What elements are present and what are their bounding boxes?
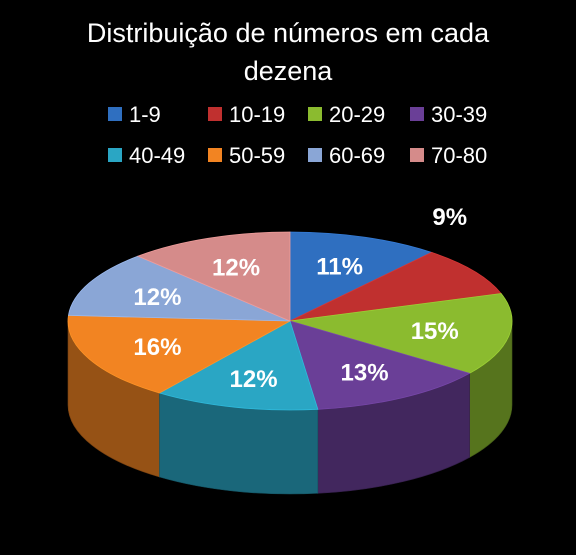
legend-swatch-1-9 [108, 107, 122, 121]
data-label-1-9: 11% [316, 254, 363, 281]
legend-label-50-59: 50-59 [229, 143, 285, 168]
legend-item-60-69: 60-69 [308, 143, 385, 168]
legend-item-50-59: 50-59 [208, 143, 285, 168]
slice-10-19 [289, 251, 502, 322]
legend-swatch-30-39 [410, 107, 424, 121]
legend-swatch-70-80 [410, 148, 424, 162]
slice-20-29 [289, 293, 513, 374]
data-label-60-69: 12% [133, 284, 181, 311]
slice-1-9 [289, 231, 433, 322]
legend-label-20-29: 20-29 [329, 102, 385, 127]
legend-swatch-50-59 [208, 148, 222, 162]
slice-70-80 [136, 231, 291, 322]
legend-item-30-39: 30-39 [410, 102, 487, 127]
chart-title-line-1: Distribuição de números em cada [87, 18, 490, 48]
pie-sides [67, 320, 513, 495]
legend-swatch-10-19 [208, 107, 222, 121]
chart-title: Distribuição de números em cada dezena [87, 18, 490, 86]
legend-label-10-19: 10-19 [229, 102, 285, 127]
data-label-30-39: 13% [341, 360, 389, 387]
slice-30-39 [289, 320, 471, 410]
legend-label-1-9: 1-9 [129, 102, 161, 127]
pie-top [67, 231, 513, 411]
slice-60-69 [67, 255, 291, 322]
legend-label-70-80: 70-80 [431, 143, 487, 168]
data-label-20-29: 15% [411, 318, 459, 345]
legend-swatch-20-29 [308, 107, 322, 121]
legend-label-30-39: 30-39 [431, 102, 487, 127]
legend-swatch-40-49 [108, 148, 122, 162]
data-label-40-49: 12% [230, 366, 278, 393]
legend-swatch-60-69 [308, 148, 322, 162]
legend: 1-9 10-19 20-29 30-39 40-49 50-59 60-69 70-80 [108, 102, 487, 168]
legend-label-60-69: 60-69 [329, 143, 385, 168]
slice-50-59 [67, 315, 292, 394]
legend-label-40-49: 40-49 [129, 143, 185, 168]
data-label-50-59: 16% [133, 334, 181, 361]
data-labels: 11% 9% 15% 13% 12% 16% 12% 12% [133, 204, 467, 393]
legend-item-40-49: 40-49 [108, 143, 185, 168]
data-label-70-80: 12% [212, 254, 260, 281]
legend-item-1-9: 1-9 [108, 102, 161, 127]
legend-item-70-80: 70-80 [410, 143, 487, 168]
legend-item-10-19: 10-19 [208, 102, 285, 127]
chart-title-line-2: dezena [244, 56, 334, 86]
slice-40-49 [158, 320, 319, 411]
legend-item-20-29: 20-29 [308, 102, 385, 127]
data-label-10-19: 9% [432, 204, 467, 231]
